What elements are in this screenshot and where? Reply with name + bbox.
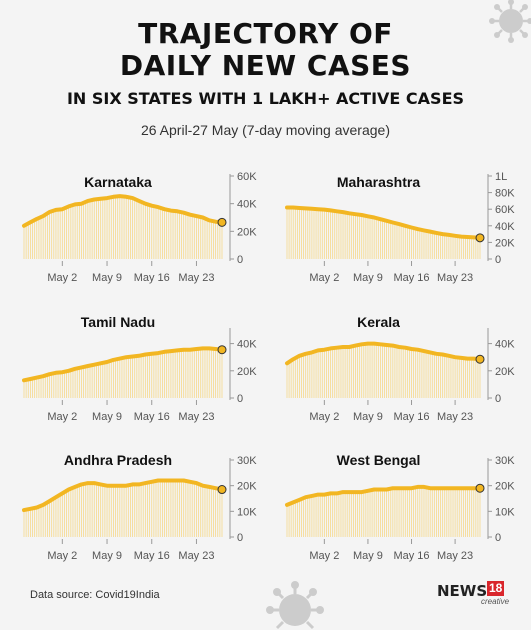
- end-point-marker: [217, 345, 227, 355]
- x-tick-label: May 16: [393, 550, 429, 562]
- x-tick-label: May 16: [134, 272, 170, 284]
- area-fill: [286, 207, 481, 259]
- y-tick-label: 10K: [237, 506, 257, 518]
- series-line: [22, 194, 224, 228]
- y-tick-label: 0: [495, 254, 501, 266]
- y-tick-label: 20K: [237, 481, 257, 493]
- x-tick-label: May 9: [92, 550, 122, 562]
- x-tick-label: May 2: [47, 550, 77, 562]
- series-line: [22, 478, 224, 513]
- area-fill: [23, 196, 223, 259]
- x-tick-label: May 2: [47, 272, 77, 284]
- area-fill: [23, 480, 223, 537]
- y-tick-label: 40K: [495, 221, 515, 233]
- data-source: Data source: Covid19India: [30, 589, 160, 601]
- x-tick-label: May 23: [178, 272, 214, 284]
- end-point-marker: [217, 217, 227, 227]
- y-tick-label: 40K: [237, 199, 257, 211]
- chart-maharashtra: Maharashtra 1L 80K 60K 40K 20K 0 May 2 May 9 May …: [285, 171, 515, 284]
- x-tick-label: May 9: [92, 411, 122, 423]
- y-tick-label: 10K: [495, 506, 515, 518]
- y-tick-label: 60K: [495, 204, 515, 216]
- y-tick-label: 40K: [237, 339, 257, 351]
- x-tick-label: May 23: [437, 411, 473, 423]
- y-tick-label: 0: [237, 254, 243, 266]
- chart-title: Maharashtra: [337, 174, 420, 190]
- y-tick-label: 60K: [237, 171, 257, 183]
- y-tick-label: 20K: [495, 366, 515, 378]
- x-tick-label: May 16: [134, 411, 170, 423]
- x-tick-label: May 9: [353, 411, 383, 423]
- y-tick-label: 0: [495, 393, 501, 405]
- x-tick-label: May 16: [393, 272, 429, 284]
- y-tick-label: 20K: [495, 481, 515, 493]
- end-point-marker: [475, 354, 485, 364]
- chart-tamil-nadu: Tamil Nadu 40K 20K 0 May 2 May 9 May 16 May 23: [22, 314, 257, 423]
- x-tick-label: May 23: [178, 550, 214, 562]
- title-line-1: TRAJECTORY OF: [138, 17, 393, 50]
- series-line: [285, 484, 482, 507]
- x-tick-label: May 2: [309, 272, 339, 284]
- area-fill: [286, 343, 481, 398]
- y-tick-label: 20K: [237, 366, 257, 378]
- chart-andhra-pradesh: Andhra Pradesh 30K 20K 10K 0 May 2 May 9 May 16…: [22, 452, 257, 562]
- x-tick-label: May 16: [134, 550, 170, 562]
- x-tick-label: May 9: [353, 272, 383, 284]
- y-tick-label: 30K: [237, 455, 257, 467]
- y-tick-label: 0: [237, 393, 243, 405]
- series-line: [285, 205, 482, 240]
- chart-title: Karnataka: [84, 174, 152, 190]
- logo-text: NEWS: [437, 582, 488, 600]
- end-point-marker: [217, 485, 227, 495]
- y-tick-label: 40K: [495, 339, 515, 351]
- end-point-marker: [475, 483, 485, 493]
- title-line-2: DAILY NEW CASES: [119, 49, 412, 82]
- x-tick-label: May 2: [309, 411, 339, 423]
- end-point-marker: [475, 233, 485, 243]
- subtitle: IN SIX STATES WITH 1 LAKH+ ACTIVE CASES: [66, 89, 465, 108]
- chart-title: Andhra Pradesh: [64, 452, 172, 468]
- dateline: 26 April-27 May (7-day moving average): [140, 122, 390, 138]
- news18-logo: NEWS 18 creative: [437, 580, 510, 608]
- virus-icon: [489, 0, 531, 43]
- y-tick-label: 20K: [237, 226, 257, 238]
- x-tick-label: May 16: [393, 411, 429, 423]
- area-fill: [286, 486, 481, 537]
- chart-west-bengal: West Bengal 30K 20K 10K 0 May 2 May 9 May 16 May…: [285, 452, 515, 562]
- y-tick-label: 1L: [495, 171, 507, 183]
- series-line: [22, 346, 224, 383]
- series-line: [285, 341, 482, 366]
- x-tick-label: May 2: [47, 411, 77, 423]
- y-tick-label: 0: [495, 532, 501, 544]
- y-tick-label: 0: [237, 532, 243, 544]
- y-tick-label: 80K: [495, 188, 515, 200]
- y-tick-label: 30K: [495, 455, 515, 467]
- y-tick-label: 20K: [495, 237, 515, 249]
- logo-sub: creative: [481, 597, 510, 606]
- area-fill: [23, 348, 223, 398]
- x-tick-label: May 23: [437, 272, 473, 284]
- chart-karnataka: Karnataka 60K 40K 20K 0 May 2 May 9 May 16 May 2…: [22, 171, 257, 284]
- logo-number: 18: [487, 581, 505, 596]
- x-tick-label: May 2: [309, 550, 339, 562]
- x-tick-label: May 23: [178, 411, 214, 423]
- chart-kerala: Kerala 40K 20K 0 May 2 May 9 May 16 May 23: [285, 314, 515, 423]
- chart-title: Kerala: [357, 314, 400, 330]
- x-tick-label: May 9: [353, 550, 383, 562]
- chart-title: West Bengal: [337, 452, 421, 468]
- chart-title: Tamil Nadu: [81, 314, 155, 330]
- x-tick-label: May 9: [92, 272, 122, 284]
- x-tick-label: May 23: [437, 550, 473, 562]
